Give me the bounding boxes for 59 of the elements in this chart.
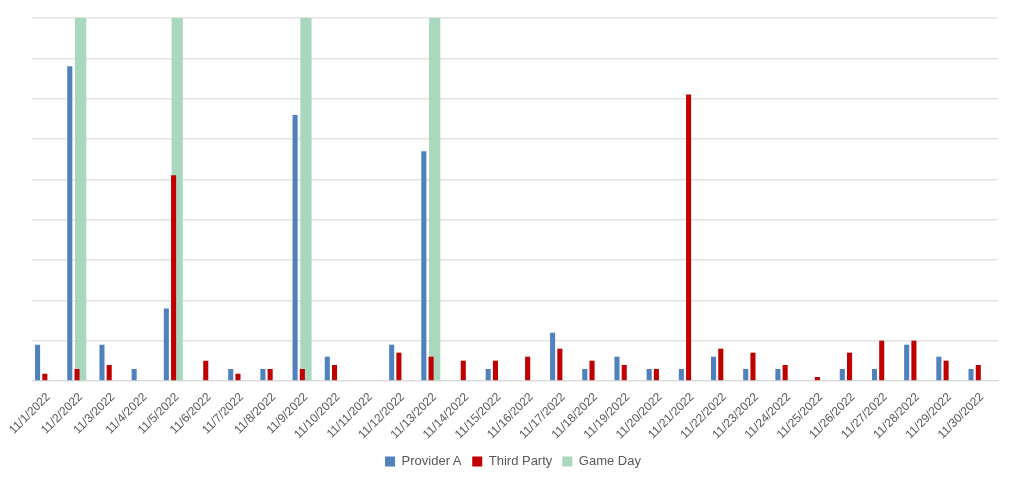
bar	[300, 18, 312, 381]
bar	[678, 369, 684, 381]
bar	[74, 369, 80, 381]
bar	[653, 369, 659, 381]
bar	[943, 360, 949, 381]
bar	[428, 356, 434, 381]
bar	[743, 369, 749, 381]
bar	[131, 369, 137, 381]
bar	[163, 308, 169, 381]
bar	[67, 66, 73, 381]
bar	[775, 369, 781, 381]
bar	[292, 114, 298, 381]
bar	[550, 332, 556, 381]
bar	[582, 369, 588, 381]
legend-label: Game Day	[578, 453, 642, 469]
bar	[485, 369, 491, 381]
bar	[879, 340, 885, 381]
bar	[42, 373, 48, 381]
bar	[324, 356, 330, 381]
bar	[968, 369, 974, 381]
bar	[614, 356, 620, 381]
bar	[782, 365, 788, 381]
bar	[396, 352, 402, 381]
bar	[750, 352, 756, 381]
bar	[429, 18, 441, 381]
bar	[299, 369, 305, 381]
bar	[936, 356, 942, 381]
bar	[267, 369, 273, 381]
bar	[718, 348, 724, 381]
bar	[975, 365, 981, 381]
bar	[228, 369, 234, 381]
bar	[814, 376, 820, 381]
legend-label: Third Party	[488, 453, 553, 469]
legend-label: Provider A	[401, 453, 462, 469]
bar	[847, 352, 853, 381]
bar	[557, 348, 563, 381]
bar	[106, 365, 112, 381]
bar	[389, 344, 395, 381]
bar	[525, 356, 531, 381]
bar	[911, 340, 917, 381]
bar	[75, 18, 87, 381]
bar	[646, 369, 652, 381]
bar	[260, 369, 266, 381]
bar	[421, 151, 427, 381]
bar	[686, 94, 692, 381]
bar	[711, 356, 717, 381]
bar	[589, 360, 595, 381]
bar	[235, 373, 241, 381]
bar	[839, 369, 845, 381]
bar	[871, 369, 878, 381]
bar	[460, 360, 466, 381]
bar	[331, 365, 338, 381]
bar	[203, 360, 209, 381]
bar	[904, 344, 910, 381]
bar	[99, 344, 105, 381]
bar	[621, 365, 627, 381]
bar	[171, 175, 177, 381]
bar	[35, 344, 41, 381]
bar	[492, 360, 498, 381]
